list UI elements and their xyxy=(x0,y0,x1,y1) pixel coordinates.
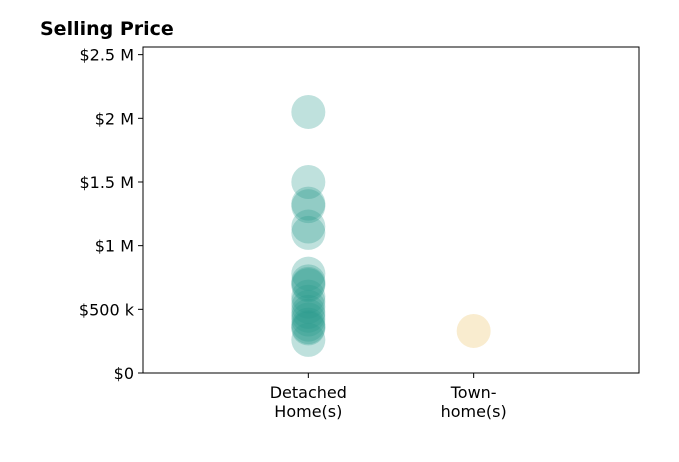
data-point xyxy=(291,215,326,250)
data-point xyxy=(291,307,326,342)
y-tick-label: $2 M xyxy=(95,109,134,128)
data-point xyxy=(291,164,326,199)
data-point xyxy=(291,310,326,345)
data-point xyxy=(291,256,326,291)
data-point xyxy=(291,264,326,299)
y-tick-label: $0 xyxy=(114,364,134,383)
y-axis: $0 $500 k $1 M $1.5 M $2 M $2.5 M xyxy=(79,46,143,383)
y-tick-label: $1.5 M xyxy=(79,173,134,192)
data-point xyxy=(291,209,326,244)
data-point xyxy=(291,94,326,129)
x-tick-label: home(s) xyxy=(441,402,507,421)
plot-area xyxy=(291,94,491,357)
plot-frame xyxy=(142,46,640,374)
data-point xyxy=(291,289,326,324)
data-point xyxy=(291,284,326,319)
data-point xyxy=(456,313,491,348)
data-point xyxy=(291,189,326,224)
data-point xyxy=(291,294,326,329)
y-tick-label: $1 M xyxy=(95,237,134,256)
y-tick-label: $500 k xyxy=(79,300,135,319)
data-point xyxy=(291,279,326,314)
x-tick-label: Home(s) xyxy=(274,402,342,421)
chart-title: Selling Price xyxy=(40,18,174,40)
data-point xyxy=(291,298,326,333)
data-point xyxy=(291,266,326,301)
data-point xyxy=(291,186,326,221)
data-point xyxy=(291,268,326,303)
x-tick-label: Detached xyxy=(270,383,347,402)
y-tick-label: $2.5 M xyxy=(79,46,134,65)
data-point xyxy=(291,322,326,357)
x-tick-label: Town- xyxy=(450,383,497,402)
data-point xyxy=(291,311,326,346)
data-point xyxy=(291,302,326,337)
